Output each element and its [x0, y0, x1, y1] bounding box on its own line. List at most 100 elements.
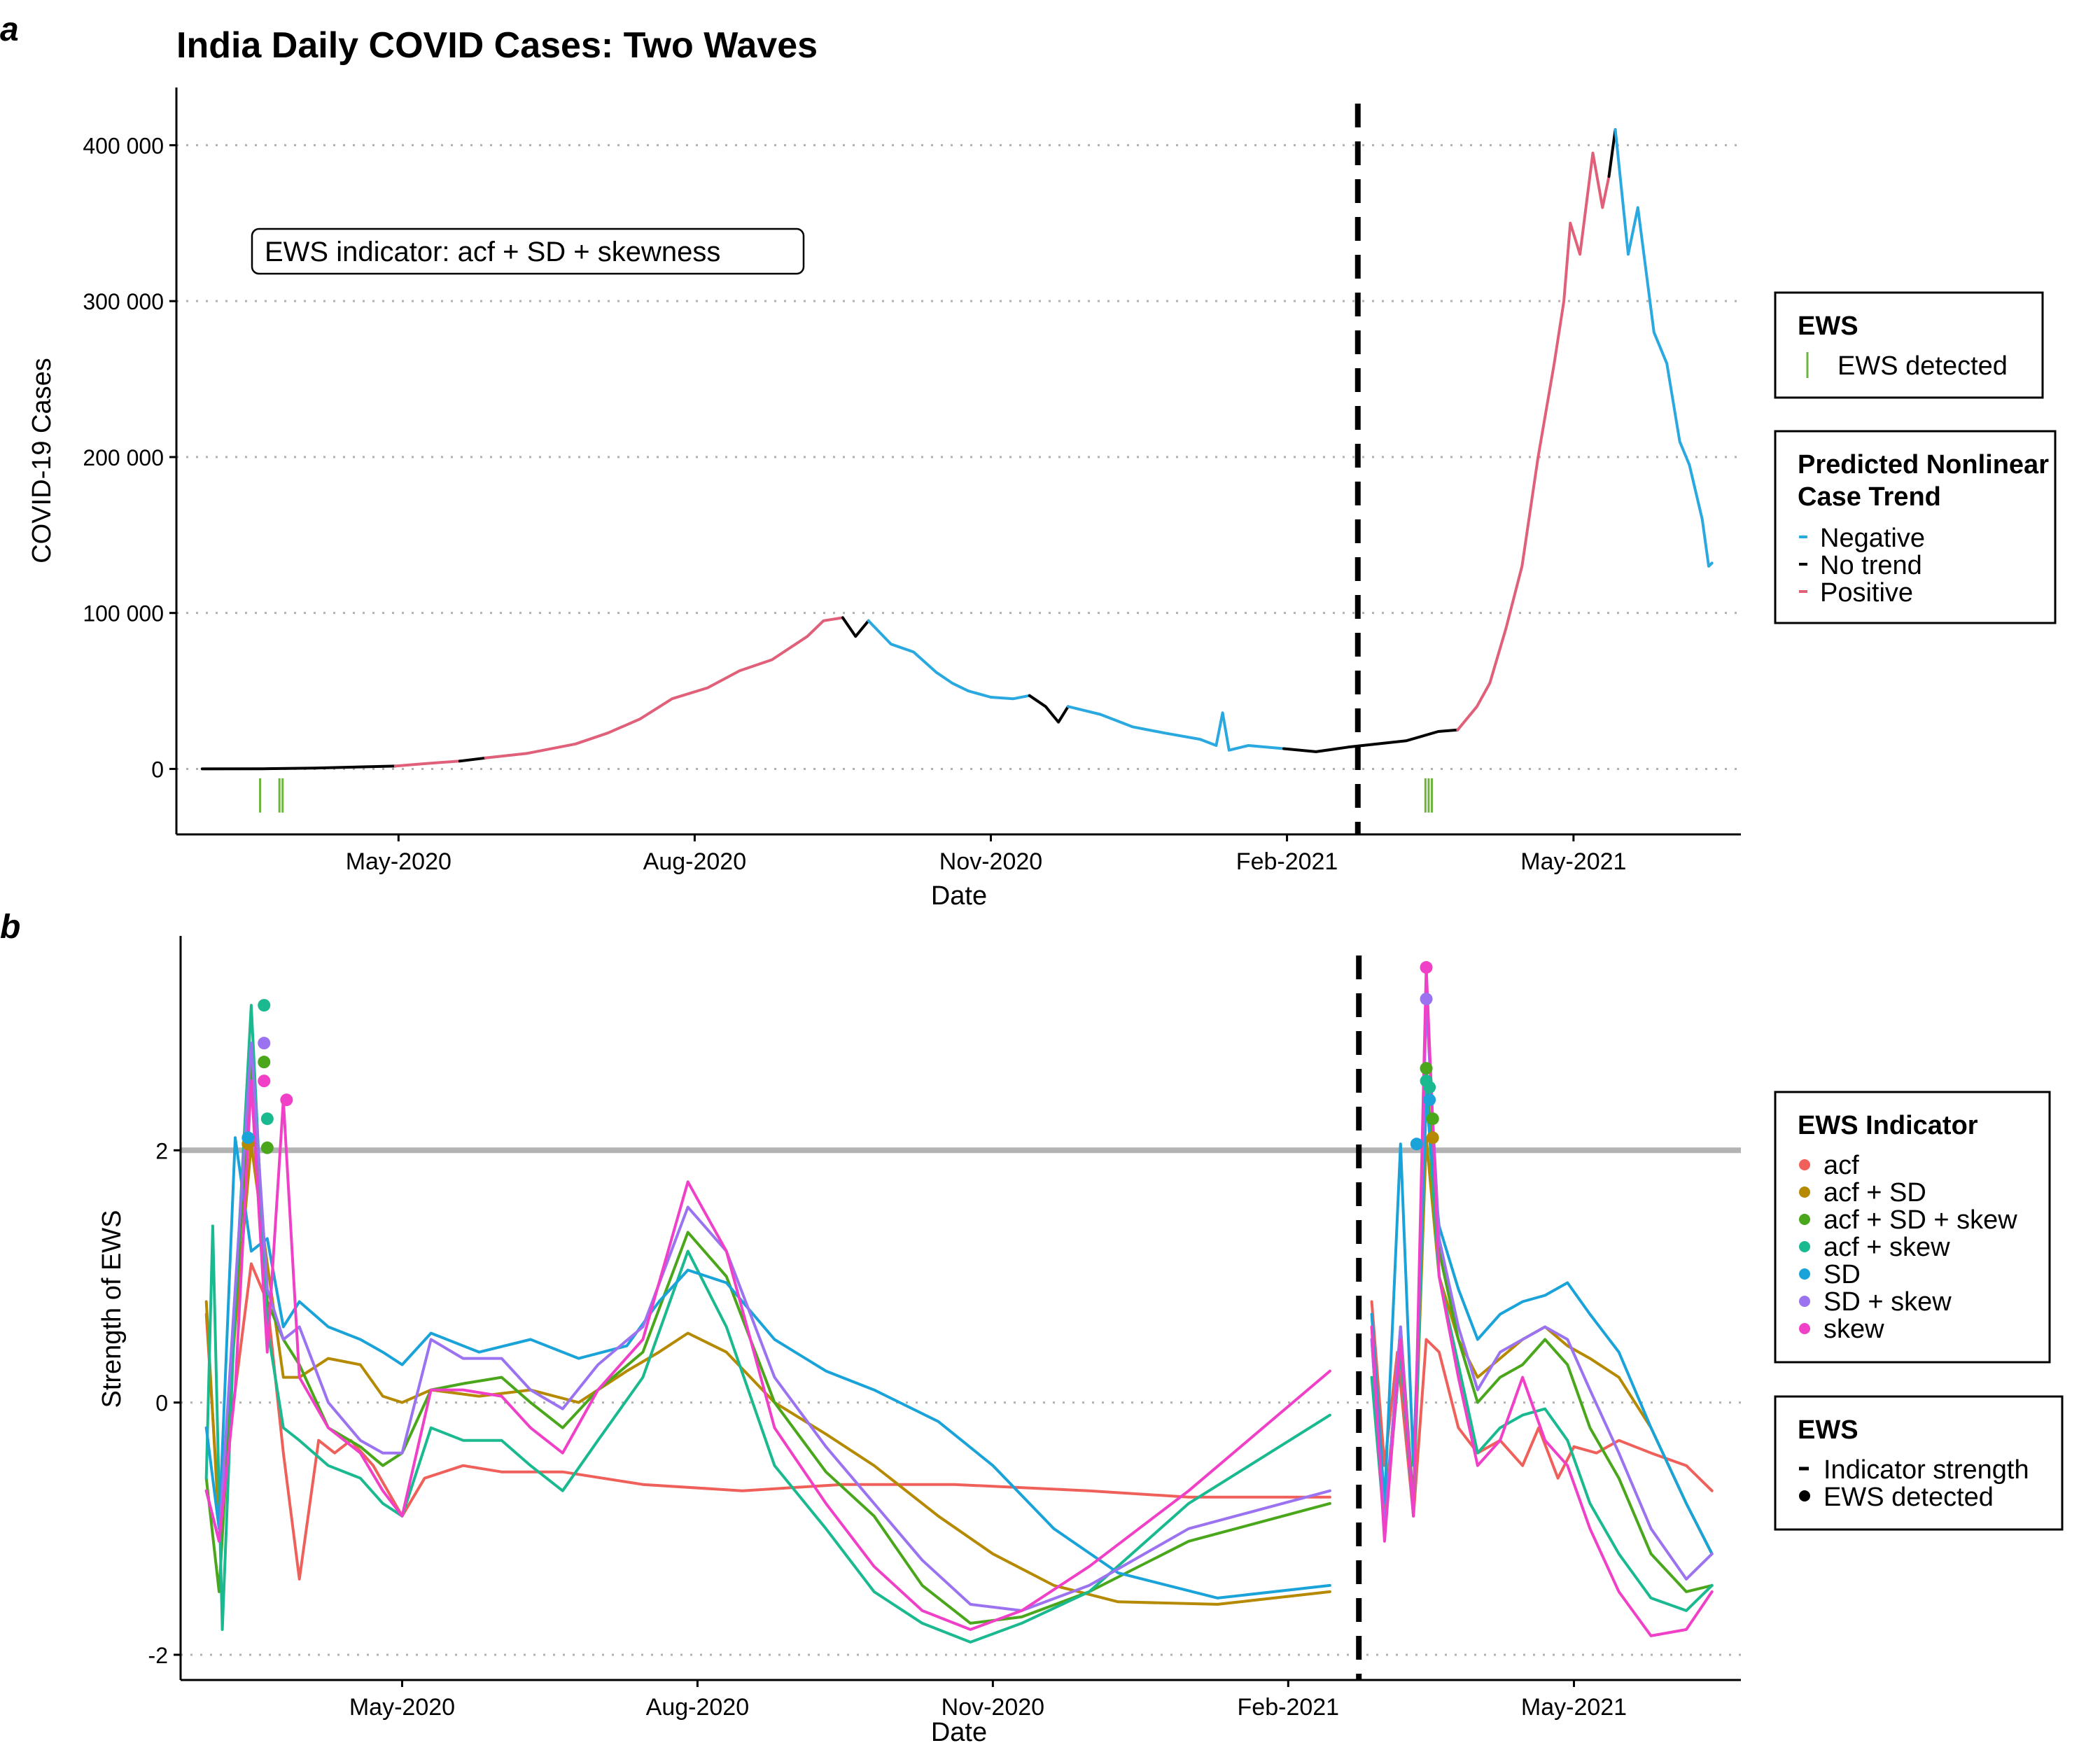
- trend-segment: [867, 619, 1031, 701]
- ews-detected-point: [258, 999, 271, 1012]
- legend-ews-b: EWS Indicator strength EWS detected: [1774, 1395, 2064, 1531]
- x-ticks-a: May-2020 Aug-2020 Nov-2020 Feb-2021 May-2021: [346, 834, 1626, 875]
- panel-a: a India Daily COVID Cases: Two Waves 0 10…: [0, 11, 2057, 911]
- y-ticks-b: -2 0 2: [148, 1138, 181, 1668]
- x-tick-label-b: Aug-2020: [646, 1694, 749, 1721]
- legend-positive-label: Positive: [1820, 578, 1913, 608]
- legend-indicator-label: SD + skew: [1823, 1287, 1952, 1317]
- legend-indicator-label: acf + SD + skew: [1823, 1205, 2017, 1235]
- ews-detected-point: [258, 1074, 271, 1088]
- y-tick-label-b: 0: [155, 1391, 168, 1416]
- y-tick-label-a: 400 000: [83, 133, 164, 158]
- trend-segment: [393, 760, 461, 768]
- ews-detected-point: [258, 1056, 271, 1069]
- x-tick-label-b: May-2021: [1521, 1694, 1627, 1721]
- x-tick-label-a: May-2021: [1520, 848, 1626, 875]
- trend-segment: [841, 616, 870, 638]
- x-tick-label-a: Nov-2020: [939, 848, 1042, 875]
- indicator-line: [1370, 966, 1714, 1637]
- legend-ews-b-frame: [1774, 1395, 2064, 1531]
- ews-indicator-lines: [204, 966, 1714, 1644]
- legend-indicator-strength-label: Indicator strength: [1823, 1455, 2029, 1485]
- legend-ews-a-frame: [1774, 291, 2044, 399]
- legend-indicator-label: SD: [1823, 1260, 1861, 1289]
- legend-ews-a: EWS EWS detected: [1774, 291, 2044, 399]
- annotation-box: EWS indicator: acf + SD + skewness: [251, 227, 805, 275]
- legend-indicator-dot: [1799, 1159, 1810, 1170]
- x-tick-label-b: Nov-2020: [941, 1694, 1044, 1721]
- trend-segment: [1607, 128, 1617, 178]
- trend-segment: [1066, 705, 1285, 752]
- ews-detected-point: [260, 1141, 274, 1154]
- legend-no-trend-label: No trend: [1820, 551, 1922, 580]
- legend-indicator-label: acf + SD: [1823, 1178, 1926, 1208]
- case-trend-lines: [200, 128, 1714, 771]
- ews-detected-point: [241, 1131, 255, 1144]
- indicator-line: [204, 1079, 1331, 1631]
- legend-ews-a-entry: EWS detected: [1837, 351, 2008, 381]
- y-ticks-a: 0 100 000 200 000 300 000 400 000: [83, 133, 176, 782]
- ews-detected-point: [1410, 1138, 1423, 1151]
- ews-detected-point: [1423, 1081, 1436, 1094]
- legend-indicator-dot: [1799, 1296, 1810, 1307]
- ews-detected-point: [1426, 1131, 1439, 1144]
- x-tick-label-b: May-2020: [349, 1694, 455, 1721]
- y-tick-label-b: -2: [148, 1643, 168, 1668]
- y-tick-label-a: 100 000: [83, 601, 164, 626]
- legend-ews-a-title: EWS: [1798, 312, 1858, 341]
- indicator-line: [204, 1262, 1331, 1581]
- trend-segment: [458, 756, 487, 763]
- legend-indicator-dot: [1799, 1214, 1810, 1225]
- trend-segment: [1614, 128, 1714, 568]
- ews-detected-point: [280, 1093, 293, 1107]
- y-axis-label-b: Strength of EWS: [97, 1210, 127, 1408]
- indicator-line: [204, 1142, 1331, 1606]
- indicator-line: [204, 1136, 1331, 1600]
- indicator-line: [204, 1004, 1331, 1644]
- legend-indicator-dot: [1799, 1186, 1810, 1198]
- ews-detected-ticks: [259, 778, 1434, 813]
- trend-segment: [200, 764, 397, 771]
- panel-b: b -202 May-2020 Aug-2020 Nov-2020 Feb-2021 M…: [0, 909, 2064, 1747]
- x-tick-label-a: May-2020: [346, 848, 451, 875]
- x-tick-label-a: Aug-2020: [643, 848, 746, 875]
- ews-detected-point: [1426, 1112, 1439, 1126]
- trend-segment: [1282, 728, 1460, 753]
- annotation-frame: [251, 227, 805, 275]
- x-ticks-b: May-2020 Aug-2020 Nov-2020 Feb-2021 May-2021: [349, 1680, 1627, 1721]
- legend-ews-detected-dot: [1799, 1490, 1810, 1502]
- ews-detected-points: [241, 961, 1439, 1154]
- legend-indicator-label: acf: [1823, 1151, 1859, 1180]
- ews-detected-point: [258, 1037, 271, 1050]
- x-tick-label-a: Feb-2021: [1236, 848, 1338, 875]
- ews-detected-point: [1423, 1093, 1436, 1107]
- legend-trend-title-1: Predicted Nonlinear: [1798, 450, 2049, 479]
- legend-trend-title-2: Case Trend: [1798, 482, 1941, 512]
- indicator-line: [204, 1042, 1331, 1612]
- y-tick-label-a: 0: [151, 757, 164, 782]
- trend-segment: [1456, 151, 1611, 732]
- legend-trend-frame: [1774, 430, 2057, 624]
- ews-detected-point: [1420, 993, 1433, 1006]
- x-tick-label-b: Feb-2021: [1238, 1694, 1340, 1721]
- y-tick-label-b: 2: [155, 1138, 168, 1163]
- indicator-line: [204, 1060, 1331, 1625]
- y-tick-label-a: 200 000: [83, 445, 164, 470]
- legend-ews-b-title: EWS: [1798, 1415, 1858, 1445]
- x-axis-label-a: Date: [931, 881, 987, 911]
- annotation-text: EWS indicator: acf + SD + skewness: [265, 237, 720, 267]
- legend-indicator-label: acf + skew: [1823, 1233, 1950, 1262]
- x-axis-label-b: Date: [931, 1718, 987, 1747]
- y-axis-label-a: COVID-19 Cases: [27, 358, 57, 564]
- trend-segment: [484, 616, 844, 760]
- ews-detected-point: [1420, 961, 1433, 974]
- panel-a-label: a: [0, 11, 19, 48]
- legend-ews-detected-label: EWS detected: [1823, 1483, 1994, 1512]
- chart-title: India Daily COVID Cases: Two Waves: [176, 25, 818, 66]
- grid-a: [176, 144, 1741, 770]
- y-tick-label-a: 300 000: [83, 289, 164, 314]
- legend-negative-label: Negative: [1820, 524, 1925, 553]
- legend-trend: Predicted Nonlinear Case Trend Negative …: [1774, 430, 2057, 624]
